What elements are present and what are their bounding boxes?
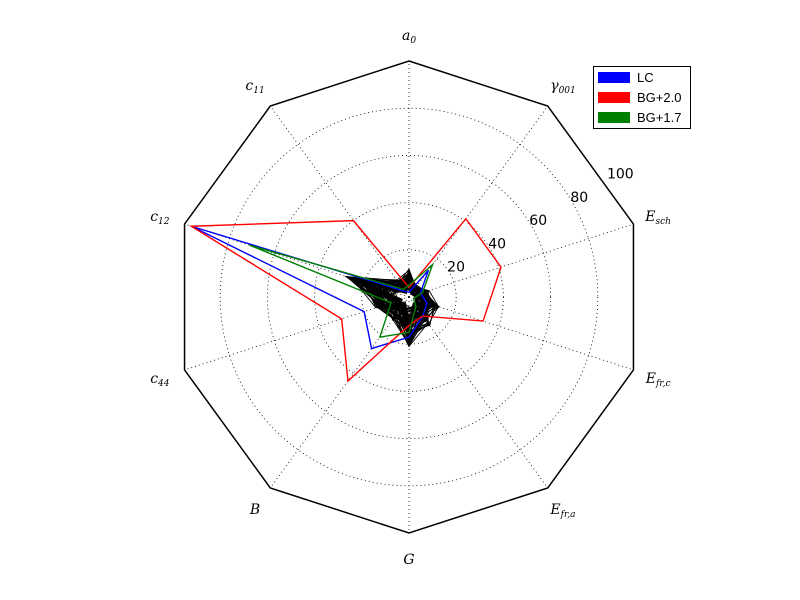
axis-label-7: c44 [150, 371, 170, 389]
axis-label-1: γ001 [550, 78, 576, 96]
axis-label-main-6: B [249, 502, 260, 518]
legend-swatch-bg20 [598, 91, 630, 103]
axis-label-2: Esch [644, 209, 671, 227]
legend-item-lc: LC [598, 69, 654, 85]
axis-label-main-1: γ [550, 78, 559, 94]
axis-label-main-0: a [402, 28, 410, 44]
background-series-66 [381, 269, 435, 347]
axis-label-4: Efr,a [549, 502, 575, 520]
axis-label-6: B [249, 502, 260, 518]
axis-label-sub-2: sch [656, 217, 671, 227]
radial-tick-label-60: 60 [529, 213, 547, 229]
legend-label-bg20: BG+2.0 [637, 89, 682, 105]
radar-frame [183, 60, 635, 534]
legend-swatch-lc [598, 71, 630, 83]
axis-label-main-8: c [150, 209, 158, 225]
axis-label-main-2: E [644, 209, 655, 225]
series-line-lc [190, 225, 430, 350]
axis-label-sub-1: 001 [559, 86, 576, 96]
grid-spoke-9 [269, 105, 410, 298]
axis-label-0: a0 [402, 28, 416, 46]
legend-label-lc: LC [637, 69, 654, 85]
radial-tick-label-20: 20 [447, 260, 465, 276]
axis-label-main-4: E [549, 502, 560, 518]
legend-swatch-bg17 [598, 111, 630, 123]
axis-label-sub-0: 0 [410, 36, 416, 46]
series-line-bg-2-0 [188, 217, 502, 383]
legend-item-bg17: BG+1.7 [598, 109, 681, 125]
legend: LC BG+2.0 BG+1.7 [593, 66, 691, 129]
axis-label-sub-3: fr,c [655, 379, 671, 389]
grid-circle-40 [314, 202, 504, 392]
axis-label-sub-4: fr,a [560, 510, 576, 520]
series-layer [188, 217, 502, 383]
series-line-bg-1-7 [249, 244, 435, 338]
grid-spoke-3 [408, 296, 634, 371]
axis-label-main-9: c [245, 78, 253, 94]
axis-label-5: G [403, 552, 414, 568]
background-series-68 [351, 269, 428, 320]
grid-spoke-6 [269, 296, 410, 489]
grid-spoke-7 [184, 296, 410, 371]
grid-spoke-4 [408, 296, 549, 489]
axis-label-3: Efr,c [645, 371, 671, 389]
axis-label-8: c12 [150, 209, 170, 227]
axis-label-9: c11 [245, 78, 264, 96]
legend-label-bg17: BG+1.7 [637, 109, 682, 125]
radial-tick-label-100: 100 [607, 167, 634, 183]
axis-label-sub-9: 11 [253, 86, 264, 96]
grid-layer [183, 60, 635, 534]
axis-label-sub-7: 44 [157, 379, 170, 389]
axis-label-sub-8: 12 [158, 217, 170, 227]
grid-spoke-1 [408, 105, 549, 298]
radial-tick-label-40: 40 [488, 236, 506, 252]
radial-tick-label-80: 80 [570, 190, 588, 206]
label-layer: a0γ001EschEfr,cEfr,aGBc44c12c11204060801… [150, 28, 671, 568]
grid-circle-20 [361, 249, 457, 345]
grid-spoke-2 [408, 223, 634, 298]
axis-label-main-3: E [645, 371, 656, 387]
legend-item-bg20: BG+2.0 [598, 89, 681, 105]
grid-circle-60 [266, 154, 552, 440]
axis-label-main-7: c [150, 371, 158, 387]
axis-label-main-5: G [403, 552, 414, 568]
